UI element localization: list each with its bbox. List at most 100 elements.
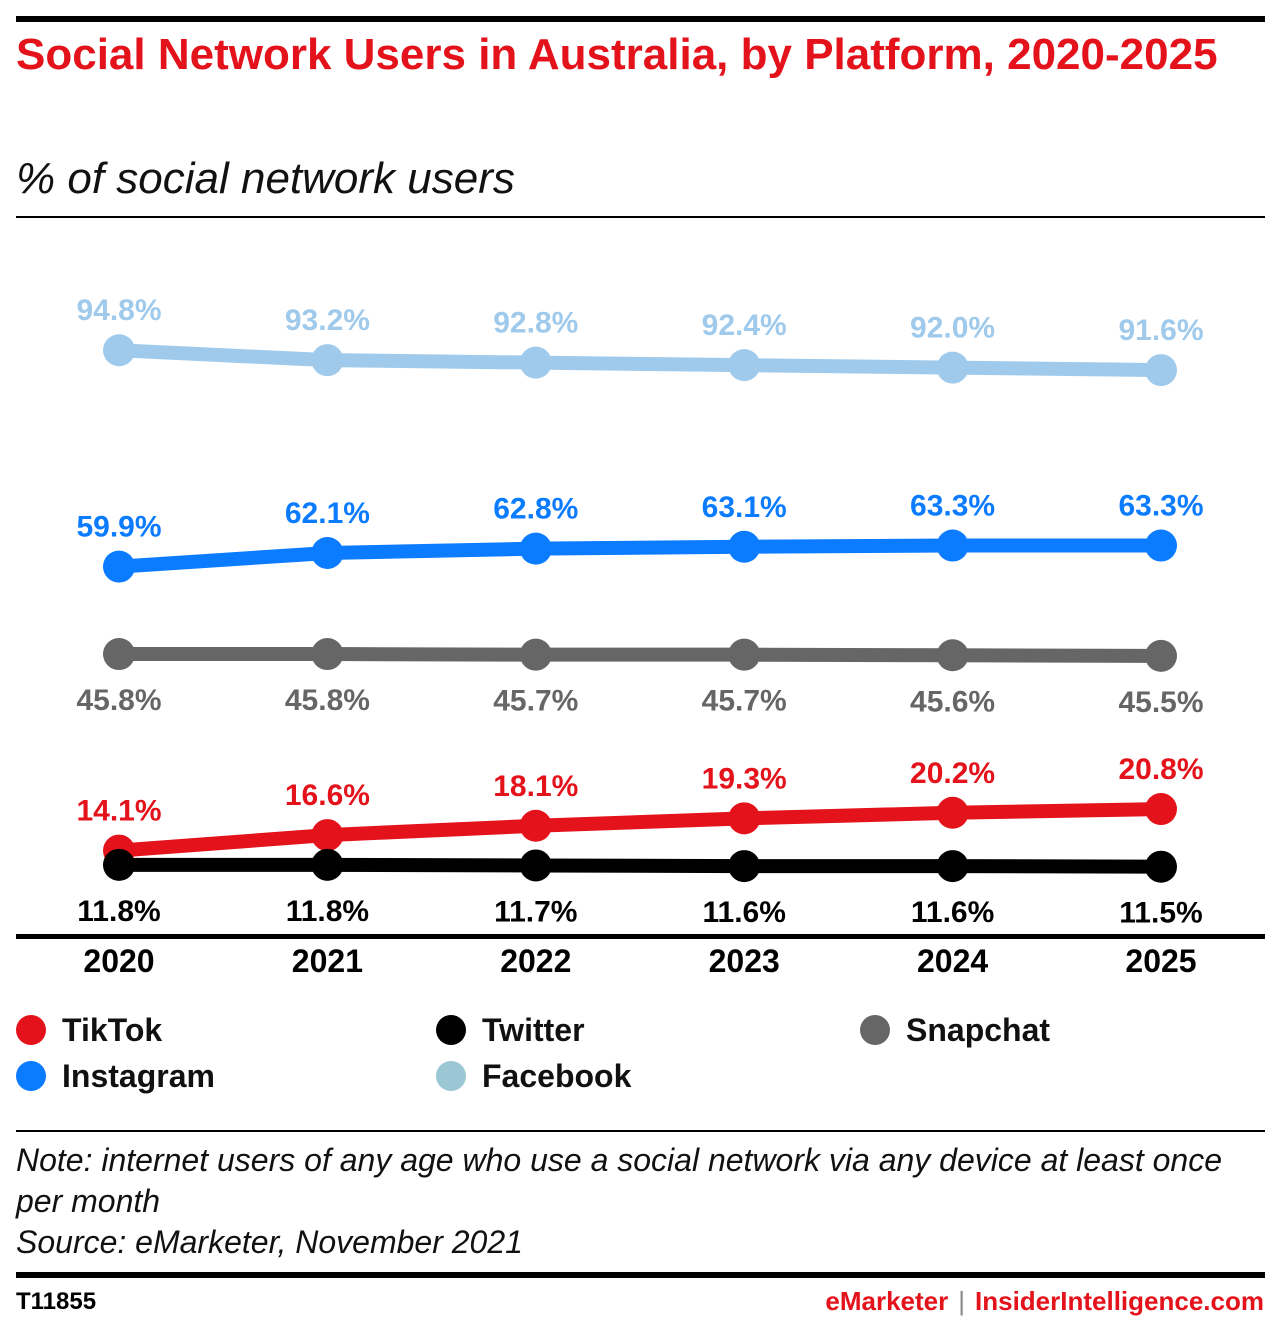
legend-marker-tiktok bbox=[16, 1015, 46, 1045]
data-point-snapchat-2025 bbox=[1145, 639, 1177, 672]
data-point-twitter-2025 bbox=[1145, 850, 1177, 883]
series-line-snapchat bbox=[112, 647, 1168, 663]
legend-marker-instagram bbox=[16, 1061, 46, 1091]
data-point-tiktok-2021 bbox=[311, 819, 344, 852]
series-twitter: 11.8% 11.8% 11.7% 11.6% 11.6% 11.5% bbox=[77, 848, 1203, 930]
data-label-facebook-2023: 92.4% bbox=[702, 309, 787, 342]
data-point-snapchat-2021 bbox=[311, 638, 344, 671]
data-point-instagram-2022 bbox=[519, 532, 552, 565]
data-label-snapchat-2020: 45.8% bbox=[76, 684, 161, 717]
data-point-twitter-2024 bbox=[936, 850, 969, 883]
data-label-instagram-2024: 63.3% bbox=[910, 490, 995, 523]
brand-insiderintelligence: InsiderIntelligence.com bbox=[975, 1286, 1264, 1316]
series-facebook: 94.8% 93.2% 92.8% 92.4% 92.0% 91.6% bbox=[76, 294, 1204, 387]
notes-divider bbox=[16, 1130, 1265, 1132]
data-point-twitter-2020 bbox=[103, 848, 135, 881]
data-label-facebook-2021: 93.2% bbox=[285, 304, 370, 337]
data-point-tiktok-2025 bbox=[1145, 793, 1177, 826]
x-tick-label-2024: 2024 bbox=[917, 943, 988, 979]
data-label-facebook-2022: 92.8% bbox=[493, 307, 578, 340]
legend-item-twitter: Twitter bbox=[436, 1010, 585, 1050]
data-point-snapchat-2022 bbox=[519, 638, 552, 671]
series-instagram: 59.9% 62.1% 62.8% 63.1% 63.3% 63.3% bbox=[76, 490, 1204, 583]
data-point-instagram-2023 bbox=[728, 530, 761, 563]
line-chart: 94.8% 93.2% 92.8% 92.4% 92.0% 91.6% 59.9% 62.1%… bbox=[16, 294, 1265, 979]
header-divider bbox=[16, 216, 1265, 218]
legend-item-snapchat: Snapchat bbox=[860, 1010, 1050, 1050]
data-label-twitter-2021: 11.8% bbox=[286, 895, 369, 928]
legend-marker-snapchat bbox=[860, 1015, 890, 1045]
data-label-twitter-2024: 11.6% bbox=[911, 896, 994, 929]
data-label-instagram-2022: 62.8% bbox=[493, 493, 578, 526]
data-label-tiktok-2021: 16.6% bbox=[285, 779, 370, 812]
legend-label-facebook: Facebook bbox=[482, 1057, 632, 1094]
data-label-facebook-2025: 91.6% bbox=[1118, 314, 1203, 347]
x-tick-label-2021: 2021 bbox=[292, 943, 363, 979]
legend: TikTok Twitter Snapchat Instagram Facebo… bbox=[16, 1010, 1266, 1110]
series-snapchat: 45.8% 45.8% 45.7% 45.7% 45.6% 45.5% bbox=[76, 638, 1204, 719]
data-label-tiktok-2022: 18.1% bbox=[493, 770, 578, 803]
x-tick-label-2025: 2025 bbox=[1125, 943, 1196, 979]
notes: Note: internet users of any age who use … bbox=[16, 1140, 1261, 1263]
data-label-tiktok-2024: 20.2% bbox=[910, 757, 995, 790]
data-point-facebook-2024 bbox=[936, 351, 969, 384]
data-point-instagram-2021 bbox=[311, 536, 344, 569]
data-label-facebook-2020: 94.8% bbox=[76, 294, 161, 327]
data-label-snapchat-2021: 45.8% bbox=[285, 684, 370, 717]
legend-label-snapchat: Snapchat bbox=[906, 1011, 1051, 1048]
data-point-snapchat-2023 bbox=[728, 638, 761, 671]
data-label-instagram-2023: 63.1% bbox=[702, 491, 787, 524]
data-label-snapchat-2024: 45.6% bbox=[910, 685, 995, 718]
legend-label-tiktok: TikTok bbox=[62, 1011, 163, 1048]
series-line-twitter bbox=[112, 857, 1168, 874]
source-text: Source: eMarketer, November 2021 bbox=[16, 1224, 523, 1260]
chart-id: T11855 bbox=[16, 1288, 97, 1315]
legend-label-instagram: Instagram bbox=[62, 1057, 215, 1094]
note-text: Note: internet users of any age who use … bbox=[16, 1142, 1223, 1219]
legend-item-tiktok: TikTok bbox=[16, 1010, 162, 1050]
x-tick-label-2020: 2020 bbox=[83, 943, 154, 979]
data-label-instagram-2025: 63.3% bbox=[1118, 490, 1203, 523]
data-label-snapchat-2023: 45.7% bbox=[702, 685, 787, 718]
series-line-instagram bbox=[112, 538, 1168, 574]
data-label-snapchat-2022: 45.7% bbox=[493, 685, 578, 718]
series-tiktok: 14.1% 16.6% 18.1% 19.3% 20.2% 20.8% bbox=[76, 753, 1204, 867]
series-line-facebook bbox=[112, 343, 1168, 378]
data-label-instagram-2020: 59.9% bbox=[76, 511, 161, 544]
brand: eMarketer | InsiderIntelligence.com bbox=[825, 1286, 1264, 1317]
data-point-facebook-2023 bbox=[728, 349, 761, 382]
x-tick-label-2022: 2022 bbox=[500, 943, 571, 979]
data-point-instagram-2025 bbox=[1145, 529, 1177, 562]
brand-emarketer: eMarketer bbox=[825, 1286, 949, 1316]
legend-marker-twitter bbox=[436, 1015, 466, 1045]
legend-marker-facebook bbox=[436, 1061, 466, 1091]
data-point-instagram-2024 bbox=[936, 529, 969, 562]
data-point-facebook-2025 bbox=[1145, 354, 1177, 387]
footer-rule bbox=[16, 1272, 1265, 1278]
data-point-instagram-2020 bbox=[103, 550, 135, 583]
top-rule bbox=[16, 16, 1265, 22]
legend-item-instagram: Instagram bbox=[16, 1056, 215, 1096]
data-point-tiktok-2024 bbox=[936, 796, 969, 829]
data-point-facebook-2021 bbox=[311, 344, 344, 377]
data-label-twitter-2022: 11.7% bbox=[494, 895, 577, 928]
data-label-tiktok-2020: 14.1% bbox=[76, 795, 161, 828]
data-label-facebook-2024: 92.0% bbox=[910, 312, 995, 345]
data-point-twitter-2022 bbox=[519, 849, 552, 882]
data-label-twitter-2025: 11.5% bbox=[1119, 897, 1202, 930]
data-label-tiktok-2025: 20.8% bbox=[1118, 753, 1203, 786]
data-point-snapchat-2020 bbox=[103, 638, 135, 671]
data-label-snapchat-2025: 45.5% bbox=[1118, 686, 1203, 719]
data-point-twitter-2023 bbox=[728, 850, 761, 883]
legend-item-facebook: Facebook bbox=[436, 1056, 631, 1096]
data-point-facebook-2022 bbox=[519, 346, 552, 379]
chart-title: Social Network Users in Australia, by Pl… bbox=[16, 30, 1218, 79]
x-tick-label-2023: 2023 bbox=[709, 943, 780, 979]
legend-label-twitter: Twitter bbox=[482, 1011, 585, 1048]
data-point-tiktok-2023 bbox=[728, 802, 761, 835]
chart-subtitle: % of social network users bbox=[16, 154, 515, 203]
data-point-tiktok-2022 bbox=[519, 809, 552, 842]
data-label-twitter-2020: 11.8% bbox=[77, 895, 160, 928]
data-label-instagram-2021: 62.1% bbox=[285, 497, 370, 530]
series-line-tiktok bbox=[112, 802, 1168, 858]
